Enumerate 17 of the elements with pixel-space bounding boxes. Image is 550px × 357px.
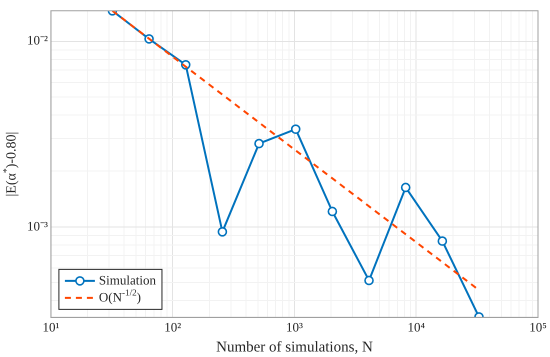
- point: [400, 182, 410, 192]
- point: [254, 138, 264, 148]
- x-tick-label: 10⁵: [529, 320, 547, 335]
- legend-label: Simulation: [98, 272, 156, 288]
- x-tick-label: 10³: [286, 320, 303, 335]
- x-tick-label: 10²: [164, 320, 182, 335]
- point: [218, 227, 228, 237]
- y-tick-label: 10⁻²: [26, 32, 48, 48]
- point: [438, 236, 448, 246]
- x-tick-label: 10¹: [42, 320, 60, 335]
- point: [328, 206, 338, 216]
- point: [290, 124, 301, 134]
- x-tick-label: 10⁴: [407, 320, 426, 335]
- y-tick-label: 10⁻³: [26, 218, 48, 234]
- x-axis-title: Number of simulations, N: [216, 339, 373, 356]
- point: [364, 276, 374, 286]
- y-axis-title: |E(α*)-0.80|: [2, 132, 20, 197]
